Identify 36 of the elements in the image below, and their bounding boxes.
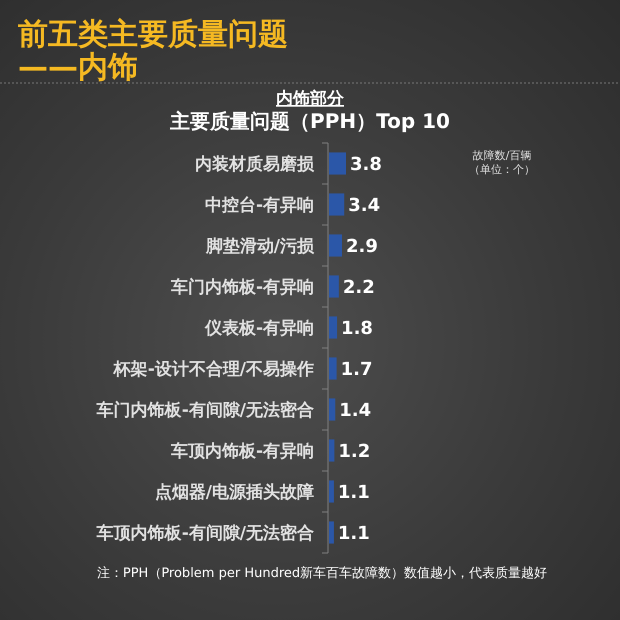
- y-tick-label: 脚垫滑动/污损: [204, 236, 315, 257]
- data-label: 3.4: [348, 194, 380, 216]
- bar: [329, 480, 334, 503]
- data-label: 2.9: [346, 236, 378, 257]
- y-tick-label: 点烟器/电源插头故障: [154, 482, 314, 503]
- data-label: 1.2: [338, 440, 370, 462]
- bar: [329, 193, 344, 216]
- y-tick-label: 杯架-设计不合理/不易操作: [112, 360, 314, 380]
- y-tick-label: 车门内饰板-有间隙/无法密合: [96, 400, 314, 421]
- chart-subtitle: 主要质量问题（PPH）Top 10: [169, 109, 450, 133]
- data-label: 1.8: [341, 318, 373, 339]
- y-tick-label: 车顶内饰板-有异响: [170, 442, 314, 462]
- bar: [329, 357, 337, 380]
- bar: [329, 398, 336, 421]
- chart-title: 前五类主要质量问题 ——内饰: [18, 17, 288, 85]
- data-label: 1.1: [338, 522, 370, 544]
- text: （单位：个）: [469, 163, 535, 176]
- data-label: 3.8: [350, 154, 382, 175]
- text: 注：PPH（Problem per Hundred新车百车故障数）数值越小，代表质量越好: [96, 566, 548, 581]
- bar: [329, 521, 334, 544]
- data-label: 1.1: [338, 482, 370, 503]
- data-label: 2.2: [342, 276, 375, 298]
- text: 故障数/百辆: [472, 149, 532, 162]
- y-tick-label: 车门内饰板-有异响: [170, 278, 314, 298]
- y-tick-label: 车顶内饰板-有间隙/无法密合: [96, 524, 314, 544]
- bar: [329, 275, 339, 298]
- y-tick-label: 中控台-有异响: [204, 196, 314, 216]
- bar: [329, 152, 346, 175]
- y-tick-label: 内装材质易磨损: [195, 154, 315, 175]
- data-label: 1.7: [340, 358, 372, 380]
- bar: [329, 234, 342, 257]
- y-tick-label: 仪表板-有异响: [204, 318, 314, 339]
- data-label: 1.4: [339, 400, 372, 421]
- bar: [329, 316, 338, 339]
- bar: [329, 439, 334, 462]
- text: 内饰部分: [276, 89, 345, 109]
